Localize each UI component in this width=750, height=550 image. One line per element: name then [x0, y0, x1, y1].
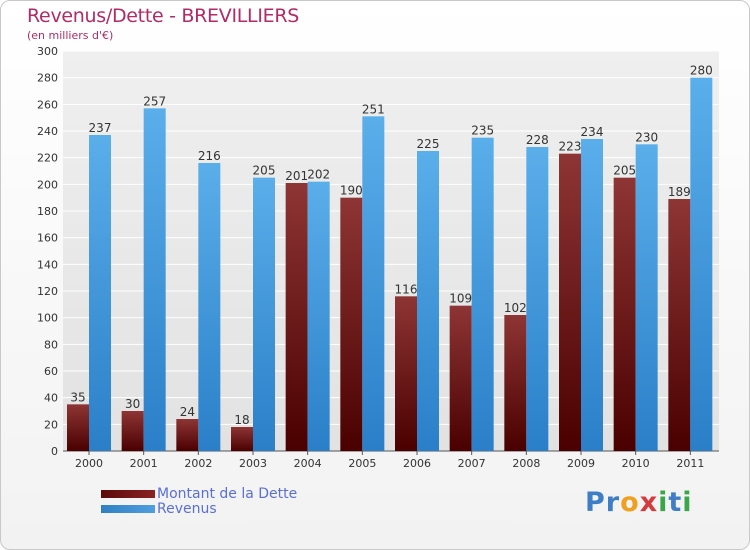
- data-label: 109: [449, 292, 472, 306]
- bar-revenus: [635, 144, 658, 452]
- x-tick-label: 2003: [239, 457, 267, 470]
- chart-title: Revenus/Dette - BREVILLIERS: [27, 5, 299, 27]
- bar-dette: [231, 427, 253, 451]
- bar-revenus: [417, 151, 439, 451]
- data-label: 202: [307, 168, 330, 182]
- x-tick-label: 2006: [403, 457, 431, 470]
- logo-letter: i: [682, 487, 693, 518]
- data-label: 280: [690, 64, 713, 78]
- plot-area: [63, 51, 719, 451]
- y-tick-label: 20: [44, 418, 58, 431]
- bar-dette: [395, 296, 417, 451]
- y-tick-label: 120: [37, 285, 58, 298]
- bar-revenus: [253, 177, 275, 451]
- y-tick-label: 260: [37, 98, 58, 111]
- x-tick-label: 2007: [458, 457, 486, 470]
- bar-revenus: [89, 135, 111, 451]
- data-label: 35: [70, 390, 85, 404]
- y-tick-label: 80: [44, 338, 58, 351]
- logo-letter: x: [639, 487, 659, 518]
- logo-letter: i: [658, 487, 669, 518]
- x-tick-label: 2000: [75, 457, 103, 470]
- bar-dette: [668, 199, 691, 451]
- y-tick-label: 100: [37, 312, 58, 325]
- bar-dette: [449, 305, 472, 451]
- logo-letter: P: [585, 487, 606, 518]
- data-label: 205: [613, 164, 636, 178]
- x-tick-label: 2008: [512, 457, 540, 470]
- data-label: 205: [253, 164, 276, 178]
- data-label: 228: [526, 133, 549, 147]
- data-label: 18: [234, 413, 249, 427]
- y-tick-label: 160: [37, 232, 58, 245]
- x-tick-label: 2010: [622, 457, 650, 470]
- y-tick-label: 280: [37, 72, 58, 85]
- y-tick-label: 0: [51, 445, 58, 458]
- bar-dette: [613, 177, 636, 451]
- legend-label-revenus: Revenus: [157, 501, 217, 517]
- data-label: 201: [285, 169, 308, 183]
- y-tick-label: 60: [44, 365, 58, 378]
- x-tick-label: 2011: [676, 457, 704, 470]
- data-label: 216: [198, 149, 221, 163]
- bar-revenus: [362, 116, 385, 451]
- y-tick-label: 40: [44, 392, 58, 405]
- data-label: 234: [581, 125, 604, 139]
- bar-dette: [504, 315, 527, 451]
- logo-letter: r: [605, 487, 621, 518]
- y-tick-label: 300: [37, 45, 58, 58]
- x-tick-label: 2002: [184, 457, 212, 470]
- bar-dette: [67, 404, 89, 451]
- data-label: 24: [180, 405, 195, 419]
- legend-swatch-revenus: [101, 505, 155, 513]
- bar-revenus: [198, 163, 221, 451]
- x-tick-label: 2001: [130, 457, 158, 470]
- data-label: 190: [340, 184, 363, 198]
- proxiti-logo: Proxiti: [585, 487, 693, 518]
- bar-dette: [559, 153, 581, 451]
- logo-letter: o: [620, 487, 640, 518]
- y-tick-label: 220: [37, 152, 58, 165]
- bar-revenus: [690, 77, 713, 452]
- bar-dette: [176, 419, 199, 451]
- y-tick-label: 240: [37, 125, 58, 138]
- data-label: 102: [504, 301, 527, 315]
- bar-revenus: [526, 147, 549, 451]
- bar-revenus: [143, 108, 166, 451]
- data-label: 237: [89, 121, 112, 135]
- data-label: 257: [143, 94, 166, 108]
- data-label: 223: [559, 140, 582, 154]
- y-tick-label: 180: [37, 205, 58, 218]
- data-label: 116: [395, 282, 418, 296]
- data-label: 235: [471, 124, 494, 138]
- data-label: 230: [635, 130, 658, 144]
- bar-revenus: [471, 137, 494, 451]
- bar-dette: [121, 411, 144, 451]
- x-tick-label: 2004: [294, 457, 322, 470]
- data-label: 189: [668, 185, 691, 199]
- data-label: 30: [125, 397, 140, 411]
- bar-revenus: [581, 139, 603, 451]
- bar-dette: [340, 197, 363, 451]
- legend-swatch-dette: [101, 490, 155, 498]
- legend-label-dette: Montant de la Dette: [157, 486, 298, 502]
- chart-subtitle: (en milliers d'€): [27, 29, 114, 42]
- bar-revenus: [307, 181, 330, 451]
- bar-dette: [285, 183, 308, 451]
- data-label: 225: [417, 137, 440, 151]
- y-tick-label: 200: [37, 178, 58, 191]
- logo-letter: t: [668, 487, 683, 518]
- x-tick-label: 2005: [348, 457, 376, 470]
- data-label: 251: [362, 102, 385, 116]
- x-tick-label: 2009: [567, 457, 595, 470]
- y-tick-label: 140: [37, 258, 58, 271]
